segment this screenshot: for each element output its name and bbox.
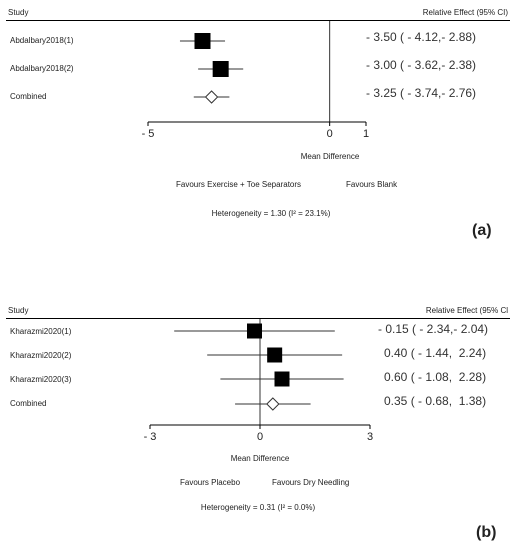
forest-plot-b: Study Relative Effect (95% Cl Kharazmi20… [0, 298, 516, 550]
combined-diamond [204, 90, 219, 104]
effect-header: Relative Effect (95% Cl [425, 306, 508, 315]
effect-marker [247, 323, 262, 339]
x-tick-label: 3 [367, 431, 373, 443]
x-tick-label: - 3 [144, 431, 157, 443]
effect-value: - 0.15 ( - 2.34,- 2.04) [378, 322, 489, 336]
study-header: Study [8, 306, 29, 315]
study-label: Kharazmi2020(2) [10, 351, 72, 360]
effect-marker [274, 371, 290, 387]
x-tick-label: 1 [363, 128, 369, 140]
effect-marker [267, 347, 283, 363]
forest-plot-canvas-b: - 3 0 3 [144, 319, 373, 443]
heterogeneity-label: Heterogeneity = 0.31 (I² = 0.0%) [200, 503, 316, 512]
study-header: Study [8, 8, 29, 17]
forest-plot-canvas-a: - 5 0 1 [142, 21, 369, 140]
x-axis-label: Mean Difference [300, 152, 360, 161]
effect-header: Relative Effect (95% CI) [422, 8, 508, 17]
effect-marker [194, 33, 211, 49]
forest-plot-a: Study Relative Effect (95% CI) Abdalbary… [0, 0, 516, 250]
combined-effect-value: 0.35 ( - 0.68, 1.38) [384, 394, 487, 408]
effect-value: - 3.00 ( - 3.62,- 2.38) [366, 58, 477, 72]
favours-left-label: Favours Placebo [180, 478, 241, 487]
favours-right-label: Favours Blank [346, 180, 398, 189]
combined-diamond [266, 397, 280, 411]
x-tick-label: - 5 [142, 128, 155, 140]
panel-tag: (b) [476, 524, 497, 541]
table-header: Study Relative Effect (95% CI) [6, 6, 510, 21]
panel-tag: (a) [472, 222, 492, 239]
effect-value: - 3.50 ( - 4.12,- 2.88) [366, 30, 477, 44]
x-axis-label: Mean Difference [230, 454, 290, 463]
combined-label: Combined [10, 399, 47, 408]
x-tick-label: 0 [327, 128, 333, 140]
heterogeneity-label: Heterogeneity = 1.30 (I² = 23.1%) [211, 209, 331, 218]
effect-value: 0.40 ( - 1.44, 2.24) [384, 346, 487, 360]
combined-label: Combined [10, 92, 47, 101]
favours-right-label: Favours Dry Needling [272, 478, 350, 487]
combined-effect-value: - 3.25 ( - 3.74,- 2.76) [366, 86, 477, 100]
study-label: Abdalbary2018(2) [10, 64, 74, 73]
effect-value: 0.60 ( - 1.08, 2.28) [384, 370, 487, 384]
table-header: Study Relative Effect (95% Cl [6, 304, 510, 319]
favours-left-label: Favours Exercise + Toe Separators [176, 180, 302, 189]
x-tick-label: 0 [257, 431, 263, 443]
study-label: Kharazmi2020(1) [10, 327, 72, 336]
study-label: Kharazmi2020(3) [10, 375, 72, 384]
study-label: Abdalbary2018(1) [10, 36, 74, 45]
effect-marker [212, 61, 229, 77]
